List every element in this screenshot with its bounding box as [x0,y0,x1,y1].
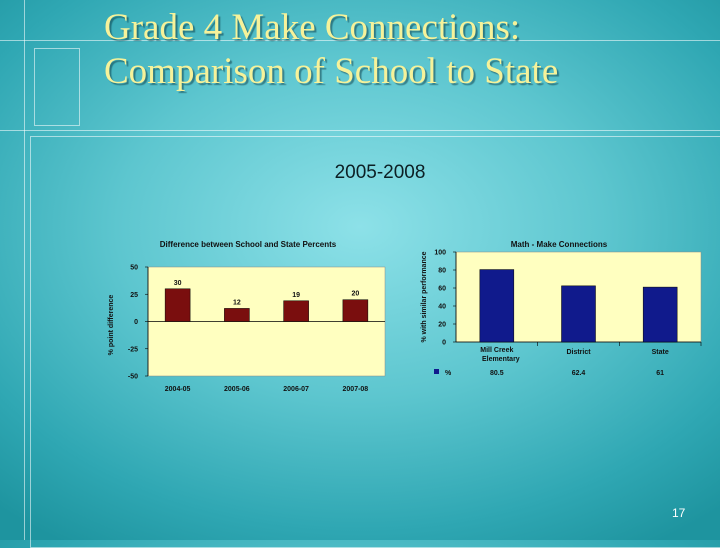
slide-title: Grade 4 Make Connections: Comparison of … [104,6,704,94]
difference-bar-value-label: 19 [292,292,300,299]
math-table-value: 62.4 [572,370,586,377]
difference-chart-ytick-label: -25 [128,346,138,353]
math-legend-swatch [434,369,439,374]
difference-chart-title: Difference between School and State Perc… [160,240,337,249]
math-table-value: 61 [656,370,664,377]
math-chart-ylabel: % with similar performance [421,251,428,342]
math-chart-title: Math - Make Connections [511,240,608,249]
math-table-value: 80.5 [490,370,504,377]
difference-bar-value-label: 30 [174,280,182,287]
difference-chart-xtick-label: 2006-07 [283,386,309,393]
frame-corner-box [34,48,80,126]
difference-bar [164,288,191,322]
math-bar [561,285,596,343]
difference-bar [342,299,369,322]
math-chart-category-label: State [652,349,669,356]
difference-chart: Difference between School and State Perc… [108,240,386,393]
slide-title-line-1: Grade 4 Make Connections: [104,7,521,48]
math-legend-label: % [445,370,452,377]
math-bar [479,269,515,343]
slide-title-line-2: Comparison of School to State [104,51,559,92]
frame-mid-line [0,130,720,131]
math-chart-category-label: District [566,349,591,356]
math-connections-chart: Math - Make Connections % with similar p… [421,240,702,377]
difference-bar [283,300,309,322]
difference-bar [224,308,250,322]
difference-bar-value-label: 12 [233,299,241,306]
page-number: 17 [672,506,686,520]
math-chart-ytick-label: 100 [434,250,446,257]
difference-chart-xtick-label: 2005-06 [224,386,250,393]
frame-top-line [0,40,720,41]
difference-chart-ylabel: % point difference [108,295,115,356]
frame-left-line [24,0,25,540]
math-chart-ytick-label: 40 [438,304,446,311]
difference-chart-ytick-label: -50 [128,374,138,381]
difference-chart-ytick-label: 50 [130,265,138,272]
difference-chart-ytick-label: 0 [134,319,138,326]
difference-bar-value-label: 20 [351,291,359,298]
math-chart-ytick-label: 20 [438,322,446,329]
difference-chart-xtick-label: 2004-05 [165,386,191,393]
math-chart-category-label: Mill Creek Elementary [480,347,520,363]
math-bar [642,286,678,343]
math-chart-ytick-label: 80 [438,268,446,275]
difference-chart-ytick-label: 25 [130,292,138,299]
math-chart-ytick-label: 0 [442,340,446,347]
slide-subtitle: 2005-2008 [334,162,426,183]
math-chart-ytick-label: 60 [438,286,446,293]
difference-chart-xtick-label: 2007-08 [343,386,369,393]
